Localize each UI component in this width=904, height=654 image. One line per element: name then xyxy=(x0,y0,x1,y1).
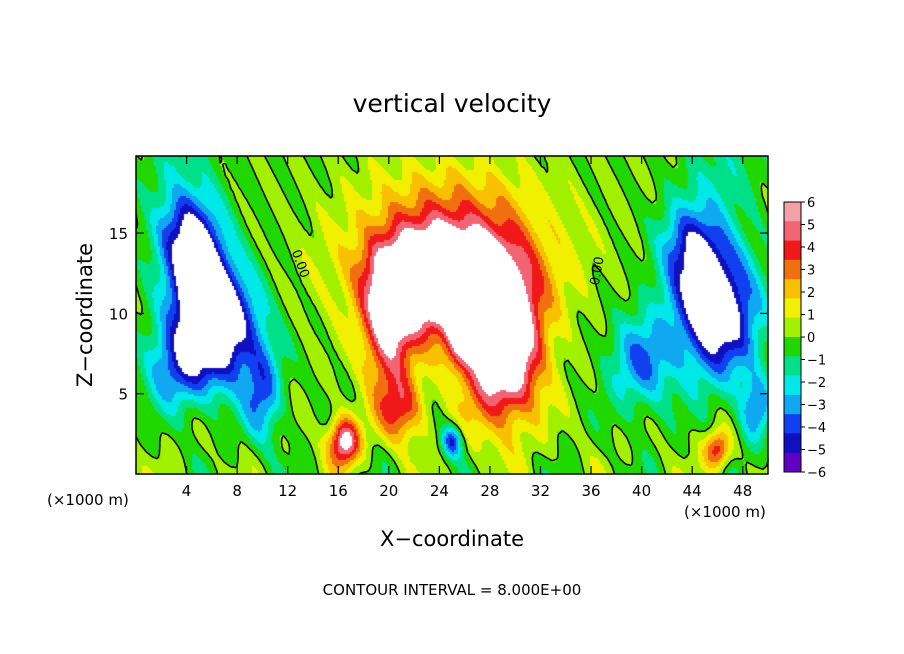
x-tick-label: 40 xyxy=(632,482,651,500)
x-tick-label: 48 xyxy=(733,482,752,500)
chart-title: vertical velocity xyxy=(353,89,552,118)
y-axis-label: Z−coordinate xyxy=(73,243,97,387)
colorbar-label: 4 xyxy=(807,241,815,256)
x-tick-label: 20 xyxy=(379,482,398,500)
colorbar-label: −5 xyxy=(807,444,826,459)
colorbar-label: −3 xyxy=(807,399,826,414)
x-tick-label: 12 xyxy=(278,482,297,500)
contour-interval-note: CONTOUR INTERVAL = 8.000E+00 xyxy=(323,581,582,599)
colorbar-swatch xyxy=(784,337,801,357)
colorbar-swatch xyxy=(784,433,801,454)
colorbar-label: −4 xyxy=(807,421,826,436)
colorbar-label: 6 xyxy=(807,196,815,211)
x-tick-label: 24 xyxy=(430,482,449,500)
colorbar-swatch xyxy=(784,414,801,434)
colorbar-label: 5 xyxy=(807,219,815,234)
colorbar-swatch xyxy=(784,298,801,319)
y-tick-label: 5 xyxy=(118,386,128,404)
heatmap-field xyxy=(136,156,768,474)
colorbar-label: −1 xyxy=(807,354,826,369)
colorbar-swatch xyxy=(784,375,801,396)
x-unit-right: (×1000 m) xyxy=(684,503,766,521)
colorbar-swatch xyxy=(784,221,801,242)
x-tick-label: 8 xyxy=(232,482,242,500)
x-axis-label: X−coordinate xyxy=(380,527,524,551)
contour-label: 0.00 xyxy=(588,255,608,286)
colorbar: 6 5 4 3 2 1 0 −1 −2 −3 −4 −5 −6 xyxy=(783,196,826,481)
colorbar-swatch xyxy=(784,240,801,261)
colorbar-swatch xyxy=(784,394,801,415)
x-axis-ticks: 4 8 12 16 20 24 28 32 36 40 44 48 xyxy=(182,156,752,500)
x-tick-label: 16 xyxy=(329,482,348,500)
colorbar-swatch xyxy=(784,356,801,377)
colorbar-label: −2 xyxy=(807,376,826,391)
y-axis-ticks: 5 10 15 xyxy=(109,225,768,404)
colorbar-swatch xyxy=(784,202,801,222)
colorbar-swatch xyxy=(784,317,801,338)
colorbar-label: 1 xyxy=(807,309,815,324)
y-tick-label: 15 xyxy=(109,225,128,243)
x-tick-label: 32 xyxy=(531,482,550,500)
colorbar-label: −6 xyxy=(807,466,826,481)
x-tick-label: 36 xyxy=(581,482,600,500)
colorbar-swatch xyxy=(784,279,801,299)
colorbar-swatch xyxy=(784,452,801,473)
colorbar-label: 2 xyxy=(807,286,815,301)
y-tick-label: 10 xyxy=(109,305,128,323)
colorbar-swatch xyxy=(784,259,801,280)
x-tick-label: 4 xyxy=(182,482,192,500)
x-tick-label: 44 xyxy=(683,482,702,500)
x-tick-label: 28 xyxy=(480,482,499,500)
colorbar-label: 3 xyxy=(807,264,815,279)
colorbar-label: 0 xyxy=(807,331,815,346)
x-unit-left: (×1000 m) xyxy=(47,491,129,509)
plot-frame xyxy=(135,155,769,475)
